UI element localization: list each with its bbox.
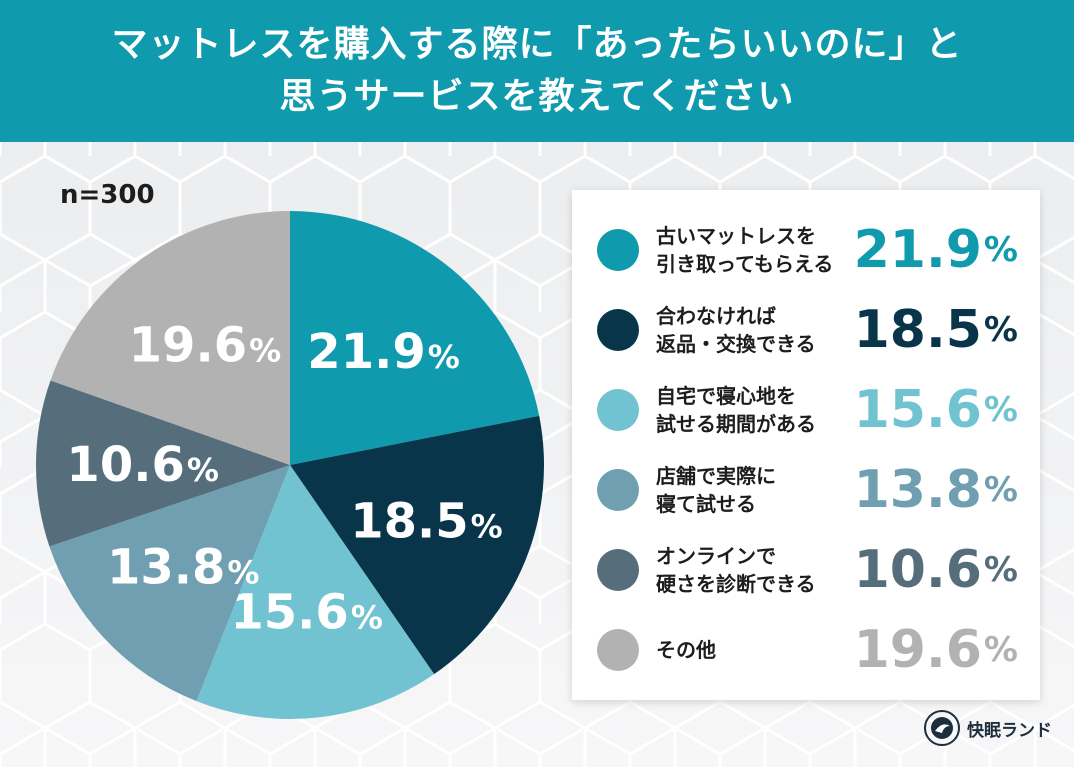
legend-value-number: 15.6 <box>853 380 982 440</box>
legend-label: 古いマットレスを 引き取ってもらえる <box>656 224 834 276</box>
legend-value-unit: % <box>983 390 1018 430</box>
legend-value: 21.9% <box>854 210 1018 290</box>
legend-value: 13.8% <box>854 450 1018 530</box>
pie-slice-2 <box>290 415 544 675</box>
title-line-1: マットレスを購入する際に「あったらいいのに」と <box>111 24 963 65</box>
pie-label-5: 10.6% <box>66 437 219 493</box>
pie-slice-4 <box>49 465 291 702</box>
pie-label-1: 21.9% <box>307 324 460 380</box>
legend-value: 10.6% <box>854 530 1018 610</box>
legend-item-1: 古いマットレスを 引き取ってもらえる 21.9% <box>572 210 1040 290</box>
legend-label: 自宅で寝心地を 試せる期間がある <box>656 384 816 436</box>
legend-swatch <box>597 629 639 671</box>
legend-value: 15.6% <box>854 370 1018 450</box>
brand-name: 快眠ランド <box>967 720 1052 741</box>
legend-value-unit: % <box>983 470 1018 510</box>
pie-label-6: 19.6% <box>129 318 282 374</box>
pie-slice-1 <box>290 211 540 465</box>
legend-value-number: 13.8 <box>853 460 982 520</box>
title-line-2: 思うサービスを教えてください <box>279 76 795 117</box>
legend-value: 19.6% <box>854 610 1018 690</box>
legend-value-number: 18.5 <box>853 300 982 360</box>
sample-size: n=300 <box>60 180 155 210</box>
kaimin-land-logo-icon <box>924 710 960 746</box>
pie-chart: 21.9% 18.5% 15.6%13.8% 10.6% 19.6% <box>35 210 544 719</box>
pie-label-2: 18.5% <box>350 494 503 550</box>
pie-label-3: 15.6% <box>230 584 383 640</box>
legend-swatch <box>597 549 639 591</box>
legend-value-number: 21.9 <box>853 220 982 280</box>
legend-value: 18.5% <box>854 290 1018 370</box>
legend-item-4: 店舗で実際に 寝て試せる 13.8% <box>572 450 1040 530</box>
legend-value-unit: % <box>983 630 1018 670</box>
legend-value-unit: % <box>983 310 1018 350</box>
legend-panel: 古いマットレスを 引き取ってもらえる 21.9% 合わなければ 返品・交換できる 18… <box>572 190 1040 700</box>
legend-value-unit: % <box>983 230 1018 270</box>
legend-swatch <box>597 469 639 511</box>
legend-value-number: 10.6 <box>853 540 982 600</box>
legend-item-2: 合わなければ 返品・交換できる 18.5% <box>572 290 1040 370</box>
legend-label: 合わなければ 返品・交換できる <box>656 304 816 356</box>
legend-swatch <box>597 309 639 351</box>
legend-swatch <box>597 229 639 271</box>
legend-item-3: 自宅で寝心地を 試せる期間がある 15.6% <box>572 370 1040 450</box>
legend-item-5: オンラインで 硬さを診断できる 10.6% <box>572 530 1040 610</box>
legend-value-unit: % <box>983 550 1018 590</box>
legend-item-6: その他 19.6% <box>572 610 1040 690</box>
legend-swatch <box>597 389 639 431</box>
legend-value-number: 19.6 <box>853 620 982 680</box>
legend-label: 店舗で実際に 寝て試せる <box>656 464 776 516</box>
legend-label: オンラインで 硬さを診断できる <box>656 544 816 596</box>
pie-label-4: 13.8% <box>107 540 259 596</box>
pie-slice-3 <box>196 465 435 719</box>
legend-label: その他 <box>656 638 716 662</box>
brand: 快眠ランド <box>923 709 1052 747</box>
pie-slice-5 <box>35 380 290 547</box>
page-header: マットレスを購入する際に「あったらいいのに」と 思うサービスを教えてください <box>0 0 1074 142</box>
pie-slice-6 <box>50 210 290 465</box>
